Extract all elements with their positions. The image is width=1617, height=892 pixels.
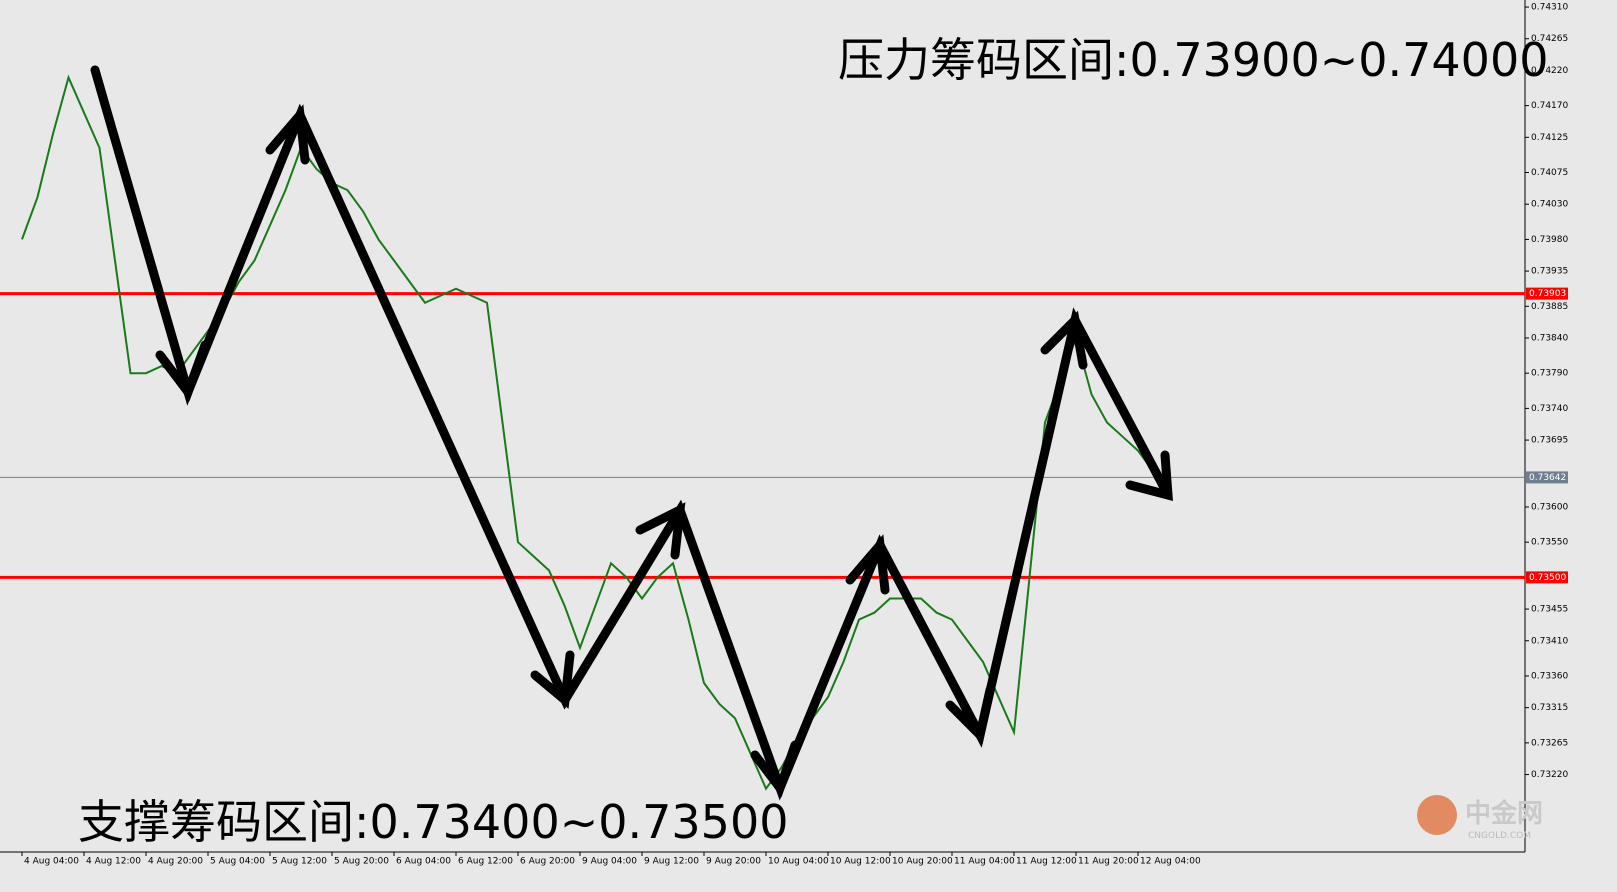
x-tick-label: 11 Aug 12:00 (1016, 857, 1077, 867)
level-label-bg (1526, 471, 1568, 484)
resistance-annotation: 压力筹码区间:0.73900~0.74000 (838, 33, 1548, 87)
y-tick-label: 0.74075 (1531, 168, 1568, 178)
x-tick-label: 4 Aug 12:00 (86, 857, 141, 867)
y-tick-label: 0.73315 (1531, 703, 1568, 713)
y-tick-label: 0.73980 (1531, 235, 1568, 245)
y-tick-label: 0.73740 (1531, 404, 1568, 414)
x-tick-label: 6 Aug 04:00 (396, 857, 451, 867)
y-tick-label: 0.74170 (1531, 101, 1568, 111)
x-tick-label: 4 Aug 04:00 (24, 857, 79, 867)
x-tick-label: 9 Aug 12:00 (644, 857, 699, 867)
trend-arrows (90, 65, 1173, 801)
x-tick-label: 12 Aug 04:00 (1140, 857, 1201, 867)
x-tick-label: 5 Aug 20:00 (334, 857, 389, 867)
y-tick-label: 0.73265 (1531, 738, 1568, 748)
y-tick-label: 0.73455 (1531, 605, 1568, 615)
y-tick-label: 0.73885 (1531, 302, 1568, 312)
level-label-bg (1526, 287, 1568, 300)
y-tick-label: 0.74265 (1531, 34, 1568, 44)
x-tick-label: 11 Aug 20:00 (1078, 857, 1139, 867)
watermark-sub: CNGOLD.COM (1468, 831, 1531, 841)
level-label: 0.73642 (1529, 473, 1566, 483)
y-tick-label: 0.74310 (1531, 3, 1568, 13)
x-tick-label: 9 Aug 04:00 (582, 857, 637, 867)
level-label: 0.73500 (1529, 573, 1566, 583)
x-tick-label: 11 Aug 04:00 (954, 857, 1015, 867)
x-tick-label: 10 Aug 12:00 (830, 857, 891, 867)
y-tick-label: 0.73410 (1531, 636, 1568, 646)
arrowheads (155, 104, 1173, 798)
y-tick-label: 0.73935 (1531, 267, 1568, 277)
y-tick-label: 0.73220 (1531, 770, 1568, 780)
y-tick-label: 0.73360 (1531, 671, 1568, 681)
y-tick-label: 0.74125 (1531, 133, 1568, 143)
x-tick-label: 10 Aug 20:00 (892, 857, 953, 867)
level-label: 0.73903 (1529, 289, 1566, 299)
x-tick-label: 5 Aug 04:00 (210, 857, 265, 867)
level-label-bg (1526, 571, 1568, 584)
y-tick-label: 0.74220 (1531, 66, 1568, 76)
y-tick-label: 0.74030 (1531, 200, 1568, 210)
x-tick-label: 10 Aug 04:00 (768, 857, 829, 867)
y-tick-label: 0.73695 (1531, 436, 1568, 446)
x-tick-label: 6 Aug 12:00 (458, 857, 513, 867)
y-tick-label: 0.73840 (1531, 333, 1568, 343)
y-tick-label: 0.73550 (1531, 538, 1568, 548)
x-tick-label: 4 Aug 20:00 (148, 857, 203, 867)
y-tick-label: 0.73600 (1531, 502, 1568, 512)
logo (1417, 795, 1457, 835)
x-tick-label: 5 Aug 12:00 (272, 857, 327, 867)
watermark: 中金网 (1465, 798, 1543, 829)
x-tick-label: 6 Aug 20:00 (520, 857, 575, 867)
x-tick-label: 9 Aug 20:00 (706, 857, 761, 867)
y-tick-label: 0.73790 (1531, 369, 1568, 379)
support-annotation: 支撑筹码区间:0.73400~0.73500 (78, 795, 788, 849)
